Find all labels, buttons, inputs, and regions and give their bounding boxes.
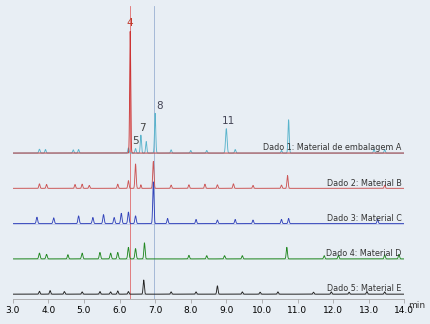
Text: Dado 2: Material B: Dado 2: Material B [326, 179, 402, 188]
Text: 7: 7 [139, 122, 146, 133]
Text: Dado 5: Material E: Dado 5: Material E [327, 284, 402, 293]
Text: Dado 1: Material de embalagem A: Dado 1: Material de embalagem A [263, 143, 402, 152]
Text: 5: 5 [132, 136, 139, 146]
Text: min: min [408, 301, 425, 309]
Text: Dado 4: Material D: Dado 4: Material D [326, 249, 402, 258]
Text: 11: 11 [221, 116, 235, 126]
Text: 4: 4 [127, 18, 134, 28]
Text: Dado 3: Material C: Dado 3: Material C [326, 214, 402, 223]
Text: 8: 8 [156, 101, 163, 111]
